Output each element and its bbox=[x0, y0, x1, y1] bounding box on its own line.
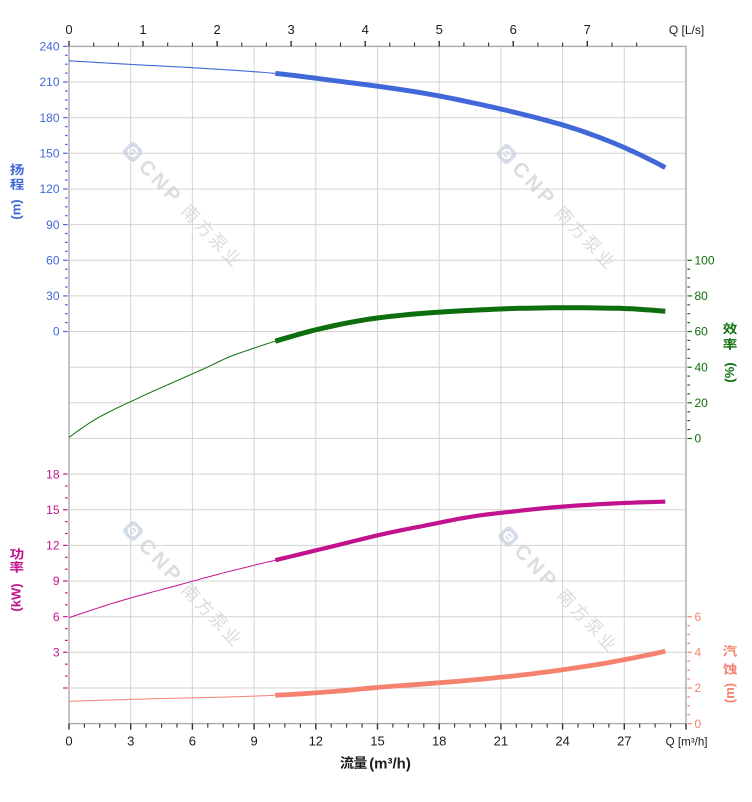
svg-text:12: 12 bbox=[309, 734, 323, 749]
svg-text:80: 80 bbox=[695, 289, 709, 303]
svg-text:100: 100 bbox=[695, 254, 715, 268]
svg-text:0: 0 bbox=[65, 734, 72, 749]
svg-text:4: 4 bbox=[695, 646, 702, 660]
svg-text:7: 7 bbox=[584, 22, 591, 37]
svg-text:15: 15 bbox=[46, 503, 60, 517]
svg-text:(m³/h): (m³/h) bbox=[369, 756, 411, 773]
svg-text:60: 60 bbox=[695, 325, 709, 339]
svg-text:2: 2 bbox=[213, 22, 220, 37]
svg-text:6: 6 bbox=[510, 22, 517, 37]
svg-text:12: 12 bbox=[46, 539, 60, 553]
svg-text:180: 180 bbox=[39, 111, 59, 125]
svg-text:18: 18 bbox=[432, 734, 446, 749]
svg-text:9: 9 bbox=[53, 574, 60, 588]
svg-text:Q [L/s]: Q [L/s] bbox=[669, 23, 704, 37]
svg-text:(%): (%) bbox=[722, 362, 737, 382]
svg-text:1: 1 bbox=[139, 22, 146, 37]
svg-text:24: 24 bbox=[555, 734, 569, 749]
svg-text:18: 18 bbox=[46, 467, 60, 481]
svg-text:3: 3 bbox=[127, 734, 134, 749]
svg-text:21: 21 bbox=[494, 734, 508, 749]
svg-text:6: 6 bbox=[189, 734, 196, 749]
svg-text:90: 90 bbox=[46, 218, 60, 232]
svg-text:30: 30 bbox=[46, 289, 60, 303]
svg-text:5: 5 bbox=[436, 22, 443, 37]
svg-text:4: 4 bbox=[362, 22, 369, 37]
svg-text:Q [m³/h]: Q [m³/h] bbox=[666, 736, 708, 749]
svg-text:40: 40 bbox=[695, 360, 709, 374]
svg-text:(kW): (kW) bbox=[9, 583, 24, 611]
svg-text:0: 0 bbox=[695, 432, 702, 446]
svg-text:20: 20 bbox=[695, 396, 709, 410]
svg-text:0: 0 bbox=[695, 717, 702, 731]
svg-text:9: 9 bbox=[250, 734, 257, 749]
svg-text:6: 6 bbox=[695, 610, 702, 624]
svg-text:60: 60 bbox=[46, 254, 60, 268]
svg-text:3: 3 bbox=[287, 22, 294, 37]
svg-text:0: 0 bbox=[65, 22, 72, 37]
svg-text:120: 120 bbox=[39, 182, 59, 196]
svg-text:(m): (m) bbox=[722, 683, 737, 703]
svg-text:6: 6 bbox=[53, 610, 60, 624]
svg-text:0: 0 bbox=[53, 325, 60, 339]
svg-text:(m): (m) bbox=[9, 199, 24, 219]
svg-text:2: 2 bbox=[695, 681, 702, 695]
svg-text:15: 15 bbox=[370, 734, 384, 749]
svg-text:150: 150 bbox=[39, 147, 59, 161]
svg-text:210: 210 bbox=[39, 75, 59, 89]
svg-text:27: 27 bbox=[617, 734, 631, 749]
svg-text:3: 3 bbox=[53, 646, 60, 660]
svg-text:240: 240 bbox=[39, 40, 59, 54]
